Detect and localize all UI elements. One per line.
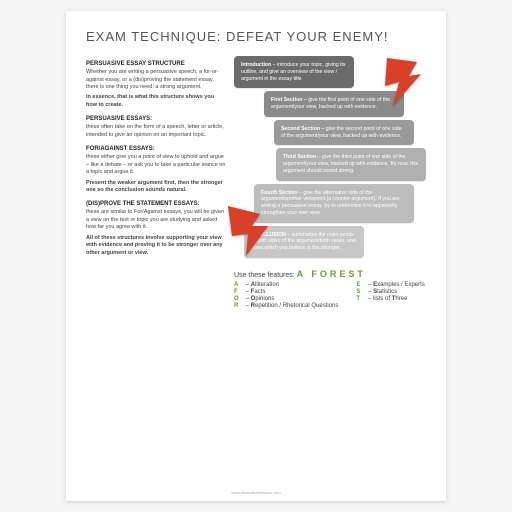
flow-box-4: Fourth Section – give the alternative si… bbox=[254, 184, 414, 223]
para-weaker: Present the weaker argument first, then … bbox=[86, 180, 226, 195]
heading-persuasive: PERSUASIVE ESSAYS: bbox=[86, 115, 226, 123]
footer-url: www.litsandlearnfiction.com bbox=[66, 490, 446, 495]
flow-box-2: Second Section – give the second point o… bbox=[274, 120, 414, 146]
para-persuasive: these often take on the form of a speech… bbox=[86, 124, 226, 139]
feature-item: A – Alliteration bbox=[234, 282, 338, 288]
content: PERSUASIVE ESSAY STRUCTURE Whether you a… bbox=[86, 54, 426, 261]
features-col-2: E – Examples / ExpertsS – StatisticsT – … bbox=[356, 282, 424, 310]
para-disprove: these are similar to For/Against essays,… bbox=[86, 209, 226, 231]
feature-item: T – lists of Three bbox=[356, 296, 424, 302]
feature-item: E – Examples / Experts bbox=[356, 282, 424, 288]
heading-disprove: (DIS)PROVE THE STATEMENT ESSAYS: bbox=[86, 200, 226, 208]
feature-item: F – Facts bbox=[234, 289, 338, 295]
poster: EXAM TECHNIQUE: DEFEAT YOUR ENEMY! PERSU… bbox=[66, 11, 446, 501]
flow-box-0: Introduction – introduce your topic, giv… bbox=[234, 56, 354, 88]
heading-foragainst: FOR/AGAINST ESSAYS: bbox=[86, 145, 226, 153]
feature-item: O – Opinions bbox=[234, 296, 338, 302]
features-block: Use these features: A FOREST A – Alliter… bbox=[234, 269, 426, 310]
para-intro: Whether you are writing a persuasive spe… bbox=[86, 69, 226, 91]
para-essence: In essence, that is what this structure … bbox=[86, 94, 226, 109]
para-summary: All of these structures involve supporti… bbox=[86, 235, 226, 257]
left-column: PERSUASIVE ESSAY STRUCTURE Whether you a… bbox=[86, 54, 226, 261]
right-column: Introduction – introduce your topic, giv… bbox=[234, 54, 424, 261]
page-title: EXAM TECHNIQUE: DEFEAT YOUR ENEMY! bbox=[86, 29, 426, 44]
features-heading: Use these features: A FOREST bbox=[234, 269, 426, 279]
aforest-label: A FOREST bbox=[297, 269, 366, 279]
flow-box-3: Third Section – give the third point of … bbox=[276, 148, 426, 180]
heading-structure: PERSUASIVE ESSAY STRUCTURE bbox=[86, 60, 226, 68]
feature-item: R – Repetition / Rhetorical Questions bbox=[234, 303, 338, 309]
para-foragainst: these either give you a point of view to… bbox=[86, 154, 226, 176]
features-grid: A – AlliterationF – FactsO – OpinionsR –… bbox=[234, 282, 426, 310]
features-heading-text: Use these features: bbox=[234, 272, 295, 279]
feature-item: S – Statistics bbox=[356, 289, 424, 295]
features-col-1: A – AlliterationF – FactsO – OpinionsR –… bbox=[234, 282, 338, 310]
